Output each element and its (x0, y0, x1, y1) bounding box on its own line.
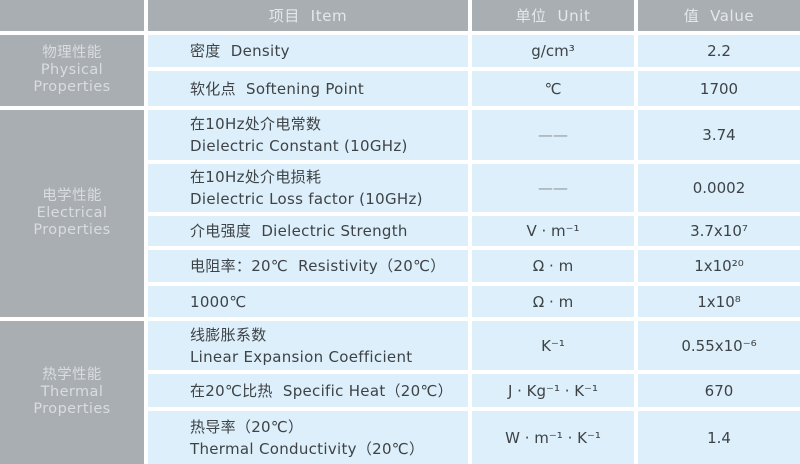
category-electrical-properties: 电学性能 Electrical Properties (0, 110, 144, 317)
item-cell-resistivity-20c: 电阻率：20℃ Resistivity（20℃） (148, 250, 468, 282)
unit-cell-linear-expansion: K⁻¹ (472, 321, 634, 370)
item-cell-resistivity-1000c: 1000℃ (148, 286, 468, 317)
category-label-zh: 电学性能 (42, 188, 102, 204)
unit-cell-specific-heat: J · Kg⁻¹ · K⁻¹ (472, 374, 634, 407)
category-thermal-properties: 热学性能 Thermal Properties (0, 321, 144, 464)
value-cell-resistivity-1000c: 1x10⁸ (638, 286, 800, 317)
value-cell-dielectric-constant: 3.74 (638, 110, 800, 160)
corner-cell (0, 0, 144, 31)
unit-cell-resistivity-1000c: Ω · m (472, 286, 634, 317)
unit-cell-resistivity-20c: Ω · m (472, 250, 634, 282)
unit-cell-dielectric-loss: —— (472, 164, 634, 212)
unit-cell-dielectric-strength: V · m⁻¹ (472, 216, 634, 246)
item-cell-dielectric-loss: 在10Hz处介电损耗 Dielectric Loss factor (10GHz… (148, 164, 468, 212)
category-label-en: Thermal (40, 384, 104, 400)
category-physical-properties: 物理性能 Physical Properties (0, 35, 144, 106)
value-cell-specific-heat: 670 (638, 374, 800, 407)
category-label-en: Physical (40, 62, 104, 78)
col-header-value: 值 Value (638, 0, 800, 31)
col-header-item: 项目 Item (148, 0, 468, 31)
unit-cell-dielectric-constant: —— (472, 110, 634, 160)
item-cell-linear-expansion: 线膨胀系数 Linear Expansion Coefficient (148, 321, 468, 370)
item-cell-dielectric-constant: 在10Hz处介电常数 Dielectric Constant (10GHz) (148, 110, 468, 160)
item-cell-thermal-conductivity: 热导率（20℃） Thermal Conductivity（20℃） (148, 411, 468, 464)
unit-cell-softening-point: ℃ (472, 71, 634, 106)
item-cell-dielectric-strength: 介电强度 Dielectric Strength (148, 216, 468, 246)
category-label-zh: 热学性能 (42, 367, 102, 383)
value-cell-dielectric-loss: 0.0002 (638, 164, 800, 212)
item-cell-specific-heat: 在20℃比热 Specific Heat（20℃） (148, 374, 468, 407)
category-label-zh: 物理性能 (42, 45, 102, 61)
unit-cell-density: g/cm³ (472, 35, 634, 67)
value-cell-linear-expansion: 0.55x10⁻⁶ (638, 321, 800, 370)
value-cell-density: 2.2 (638, 35, 800, 67)
value-cell-thermal-conductivity: 1.4 (638, 411, 800, 464)
item-cell-density: 密度 Density (148, 35, 468, 67)
value-cell-resistivity-20c: 1x10²⁰ (638, 250, 800, 282)
col-header-unit: 单位 Unit (472, 0, 634, 31)
category-label-en: Properties (33, 222, 111, 238)
value-cell-softening-point: 1700 (638, 71, 800, 106)
unit-cell-thermal-conductivity: W · m⁻¹ · K⁻¹ (472, 411, 634, 464)
category-label-en: Properties (33, 401, 111, 417)
category-label-en: Properties (33, 79, 111, 95)
category-label-en: Electrical (36, 205, 108, 221)
value-cell-dielectric-strength: 3.7x10⁷ (638, 216, 800, 246)
item-cell-softening-point: 软化点 Softening Point (148, 71, 468, 106)
